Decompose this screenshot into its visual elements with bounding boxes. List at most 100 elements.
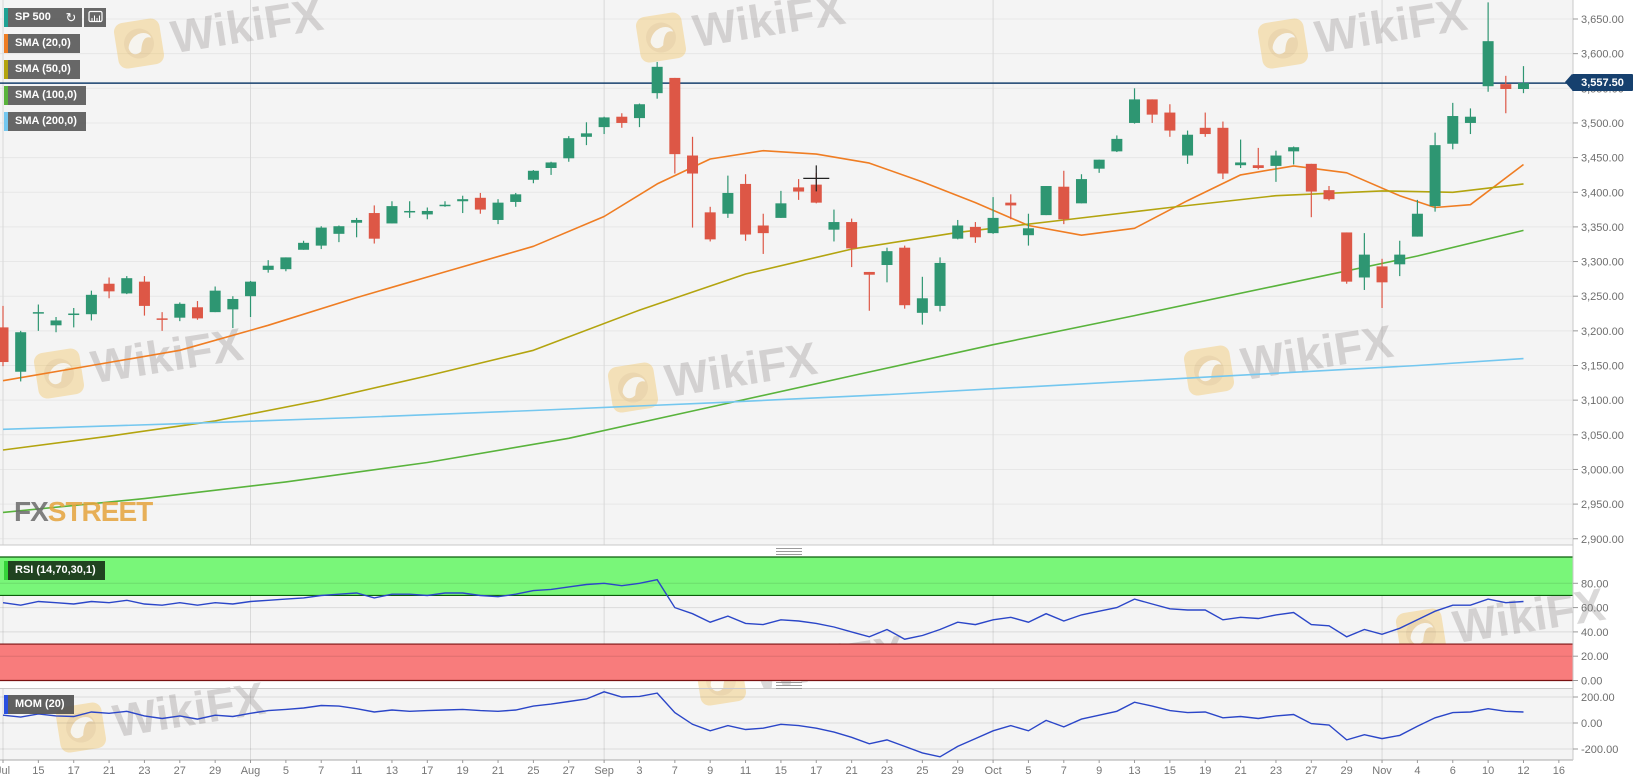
wikifx-eagle-icon xyxy=(607,362,659,413)
x-axis-label: 29 xyxy=(952,765,964,777)
candle xyxy=(775,190,787,218)
x-axis-label: 29 xyxy=(1341,765,1353,777)
crosshair xyxy=(803,165,830,192)
last-price-value: 3,557.50 xyxy=(1581,76,1624,89)
mom-axis-label: -200.00 xyxy=(1581,744,1618,756)
candle xyxy=(1358,233,1370,290)
x-axis-label: 27 xyxy=(563,765,575,777)
candle xyxy=(793,179,805,200)
x-axis-label: Sep xyxy=(594,765,614,777)
sma-label-text: SMA (200,0) xyxy=(15,115,77,127)
fxstreet-logo: FXSTREET xyxy=(14,496,153,528)
wikifx-eagle-icon xyxy=(635,12,687,63)
candle xyxy=(616,113,628,128)
candle xyxy=(138,276,150,316)
candle xyxy=(315,226,327,250)
candle xyxy=(1040,186,1052,216)
candle xyxy=(1517,66,1529,94)
price-axis-label: 3,150.00 xyxy=(1581,361,1624,373)
x-axis-label: 23 xyxy=(881,765,893,777)
fxstreet-logo-fx: FX xyxy=(14,496,49,527)
candle xyxy=(881,247,893,283)
interval-settings-button[interactable] xyxy=(84,8,106,27)
ruler-chart-icon xyxy=(87,10,103,26)
mom-axis-label: 0.00 xyxy=(1581,718,1602,730)
sma-color-bar xyxy=(4,112,8,131)
mom-line xyxy=(2,691,1524,758)
sma-color-bar xyxy=(4,34,8,53)
mom-indicator-label[interactable]: MOM (20) xyxy=(4,695,74,714)
x-axis-label: 23 xyxy=(1270,765,1282,777)
rsi-axis-label: 40.00 xyxy=(1581,627,1609,639)
x-axis-label: 13 xyxy=(386,765,398,777)
x-axis-label: 11 xyxy=(740,765,751,777)
candle xyxy=(687,136,699,228)
x-axis-label: 21 xyxy=(103,765,115,777)
panel-resize-handle-mom[interactable] xyxy=(776,682,802,689)
sma-legend-item[interactable]: SMA (20,0) xyxy=(4,34,80,53)
candle xyxy=(563,136,575,162)
sma-legend-item[interactable]: SMA (200,0) xyxy=(4,112,86,131)
x-axis-label: 19 xyxy=(457,765,469,777)
candle xyxy=(50,316,62,333)
refresh-button[interactable]: ↻ xyxy=(60,8,82,27)
x-axis-label: 21 xyxy=(1234,765,1246,777)
candle xyxy=(1182,130,1194,164)
candle xyxy=(386,201,398,224)
sma-label-text: SMA (50,0) xyxy=(15,63,71,75)
x-axis-label: 25 xyxy=(916,765,928,777)
candle xyxy=(262,260,274,273)
x-axis-label: Jul xyxy=(0,765,10,777)
x-axis-label: 12 xyxy=(1517,765,1529,777)
rsi-indicator-label[interactable]: RSI (14,70,30,1) xyxy=(4,561,105,580)
fxstreet-logo-street: STREET xyxy=(47,496,153,527)
candle xyxy=(846,218,858,268)
symbol-color-bar xyxy=(4,8,8,27)
candle xyxy=(899,245,911,309)
wikifx-eagle-icon xyxy=(1257,18,1309,69)
rsi-color-bar xyxy=(4,561,8,580)
price-axis-label: 3,350.00 xyxy=(1581,222,1624,234)
candle xyxy=(156,312,168,331)
x-axis-label: 21 xyxy=(846,765,858,777)
price-axis-label: 3,600.00 xyxy=(1581,49,1624,61)
symbol-button[interactable]: SP 500 xyxy=(4,8,60,27)
candle xyxy=(510,192,522,207)
x-axis-label: 23 xyxy=(138,765,150,777)
candle xyxy=(68,307,80,328)
candle xyxy=(669,77,681,174)
candle xyxy=(492,199,504,225)
candle xyxy=(1500,75,1512,114)
sma-legend-item[interactable]: SMA (50,0) xyxy=(4,60,80,79)
candle xyxy=(1394,240,1406,277)
sma-legend-item[interactable]: SMA (100,0) xyxy=(4,86,86,105)
candle xyxy=(1129,88,1141,124)
x-axis-label: 16 xyxy=(1553,765,1565,777)
x-axis-label: 7 xyxy=(318,765,324,777)
x-axis-label: 13 xyxy=(1128,765,1140,777)
x-axis-label: 19 xyxy=(1199,765,1211,777)
candle xyxy=(1146,99,1158,123)
x-axis-label: Oct xyxy=(985,765,1002,777)
x-axis-label: 25 xyxy=(527,765,539,777)
candle xyxy=(1464,108,1476,135)
candle xyxy=(722,175,734,218)
price-axis-label: 3,400.00 xyxy=(1581,187,1624,199)
candle xyxy=(280,257,292,272)
x-axis-label: 7 xyxy=(1061,765,1067,777)
candle xyxy=(598,116,610,135)
overlay-sma-20-0- xyxy=(2,149,1524,382)
x-axis-label: 27 xyxy=(174,765,186,777)
panel-resize-handle-rsi[interactable] xyxy=(776,548,802,555)
candle xyxy=(1447,102,1459,150)
candle xyxy=(1305,163,1317,218)
candle xyxy=(828,209,840,242)
candle xyxy=(863,271,875,311)
candle xyxy=(527,170,539,184)
sma-label-text: SMA (20,0) xyxy=(15,37,71,49)
mom-axis-label: 200.00 xyxy=(1581,692,1615,704)
candle xyxy=(333,225,345,243)
sma-color-bar xyxy=(4,86,8,105)
